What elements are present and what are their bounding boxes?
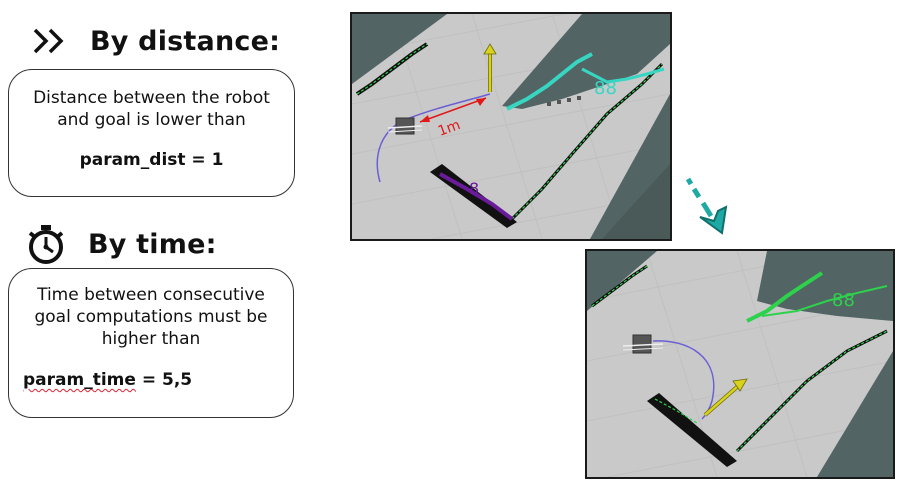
green-laser-scan: 88 bbox=[746, 271, 888, 323]
double-chevron-right-icon bbox=[30, 24, 70, 58]
distance-description: Distance between the robot and goal is l… bbox=[33, 88, 270, 130]
svg-text:8: 8 bbox=[469, 179, 479, 198]
time-param: param_time = 5,5 bbox=[23, 369, 293, 391]
dashed-arrow-down-right-icon bbox=[684, 175, 736, 244]
robot-marker bbox=[622, 334, 664, 354]
stopwatch-icon bbox=[24, 222, 68, 266]
map-screenshot-bottom: 88 bbox=[585, 249, 895, 479]
distance-criteria-box: Distance between the robot and goal is l… bbox=[8, 69, 295, 197]
cyan-laser-scan: 88 bbox=[506, 52, 665, 111]
goal-arrow bbox=[483, 43, 497, 92]
by-distance-heading: By distance: bbox=[30, 24, 280, 58]
by-time-heading: By time: bbox=[24, 222, 217, 266]
time-param-value: = 5,5 bbox=[135, 370, 193, 390]
time-param-name: param_time bbox=[23, 370, 136, 390]
by-distance-title: By distance: bbox=[90, 25, 281, 57]
goal-arrow bbox=[703, 378, 748, 417]
distance-param: param_dist = 1 bbox=[79, 150, 224, 170]
svg-text:88: 88 bbox=[594, 78, 617, 99]
time-criteria-box: Time between consecutive goal computatio… bbox=[8, 268, 294, 418]
robot-marker bbox=[387, 117, 423, 135]
svg-text:88: 88 bbox=[832, 290, 855, 311]
by-time-title: By time: bbox=[88, 228, 217, 260]
wall-scan-lines bbox=[355, 42, 664, 221]
distance-label: 1m bbox=[436, 117, 463, 140]
map-screenshot-top: 88 8 1m bbox=[350, 12, 672, 241]
time-description: Time between consecutive goal computatio… bbox=[34, 285, 268, 349]
distance-indicator: 1m bbox=[419, 97, 487, 140]
